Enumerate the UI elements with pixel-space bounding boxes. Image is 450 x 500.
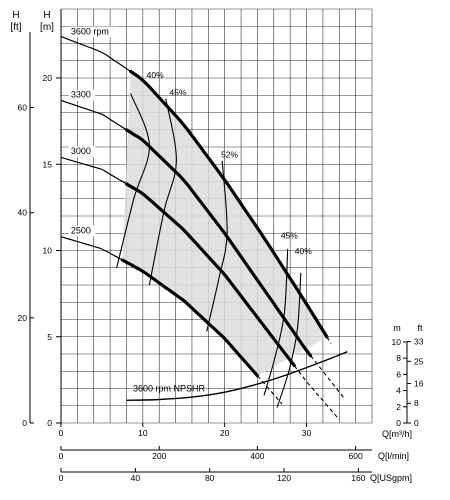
efficiency-region [122,71,328,376]
h-m-axis-title: H [43,10,50,21]
head-curve-thin [60,156,127,185]
curve-label-bg [68,26,118,38]
npshr-label: 3600 rpm NPSHR [133,383,206,393]
npsh-ft-tick-label: 25 [414,356,424,366]
efficiency-label: 45% [170,87,187,97]
efficiency-label: 45% [281,230,298,240]
q-m3h-tick-label: 30 [302,428,312,438]
q-lmin-tick-label: 400 [250,451,264,461]
npsh-ft-tick-label: 33 [414,337,424,347]
q-m3h-tick-label: 10 [138,428,148,438]
q-usgpm-tick-label: 160 [351,473,365,483]
efficiency-region-fill [122,71,328,376]
curve-label: 3600 rpm [71,26,109,36]
efficiency-line [116,93,150,268]
labels: H [ft] H [m] Q[m³/h] Q[l/min] Q[USgpm] m… [10,10,423,483]
q-usgpm-axis-title: Q[USgpm] [370,473,412,483]
head-curve-operating [124,128,313,358]
efficiency-label: 40% [295,246,312,256]
npshr-curve-group: 3600 rpm NPSHR [126,351,348,401]
efficiency-lines: 40% 45% 52% 45% 40% [116,70,312,408]
curve-label: 2500 [71,226,91,236]
q-m3h-tick-label: 0 [59,428,64,438]
efficiency-label: 40% [147,70,164,80]
h-ft-axis-unit: [ft] [10,22,21,33]
head-curve-extension [293,365,340,420]
head-curve-extension [256,375,283,405]
npsh-m-tick-label: 4 [396,386,401,396]
head-curve-operating [120,258,259,378]
q-usgpm-tick-label: 80 [205,473,215,483]
curve-label: 3300 [71,90,91,100]
q-m3h-axis-title: Q[m³/h] [382,429,412,439]
npsh-ft-tick-label: 8 [414,398,419,408]
h-ft-tick-label: 0 [22,418,27,428]
head-curve-extension [310,355,344,398]
curve-label-bg [68,146,96,158]
h-ft-axis-title: H [12,10,19,21]
h-m-tick-label: 5 [47,332,52,342]
efficiency-line [148,98,177,286]
curve-label: 3000 [71,146,91,156]
head-curve-thin [60,99,127,131]
npsh-m-tick-label: 10 [392,337,402,347]
npshr-curve [126,351,348,401]
efficiency-label: 52% [221,149,238,159]
efficiency-line [206,160,228,332]
npsh-m-tick-label: 6 [396,369,401,379]
npsh-m-tick-label: 0 [396,418,401,428]
efficiency-line [276,272,302,408]
h-m-axis-unit: [m] [40,22,54,33]
curve-label-bg [68,225,96,237]
q-usgpm-tick-label: 40 [131,473,141,483]
efficiency-line [263,248,289,396]
curve-label-bg [68,89,96,101]
q-lmin-axis-title: Q[l/min] [378,451,409,461]
q-lmin-tick-label: 0 [59,451,64,461]
h-m-tick-label: 20 [43,73,53,83]
q-usgpm-tick-label: 0 [59,473,64,483]
head-curves: 3600 rpm 3300 3000 2500 [60,26,344,420]
h-m-tick-label: 10 [43,246,53,256]
q-usgpm-tick-label: 120 [277,473,291,483]
q-lmin-tick-label: 200 [152,451,166,461]
npsh-m-tick-label: 2 [396,402,401,412]
q-lmin-tick-label: 600 [349,451,363,461]
h-ft-tick-label: 20 [18,313,28,323]
head-curve-operating [124,182,296,368]
npsh-m-tick-label: 8 [396,353,401,363]
h-ft-tick-label: 60 [18,103,28,113]
head-curve-operating [129,69,329,339]
q-m3h-tick-label: 20 [220,428,230,438]
head-curve-thin [60,36,131,72]
npsh-ft-tick-label: 0 [414,418,419,428]
head-curve-extension [326,336,332,344]
npsh-ft-axis-title: ft [417,323,423,333]
head-curve-thin [60,236,123,261]
h-m-tick-label: 0 [47,418,52,428]
npsh-ft-tick-label: 16 [414,378,424,388]
h-ft-tick-label: 40 [18,208,28,218]
npsh-m-axis-title: m [393,323,401,333]
h-m-tick-label: 15 [43,159,53,169]
